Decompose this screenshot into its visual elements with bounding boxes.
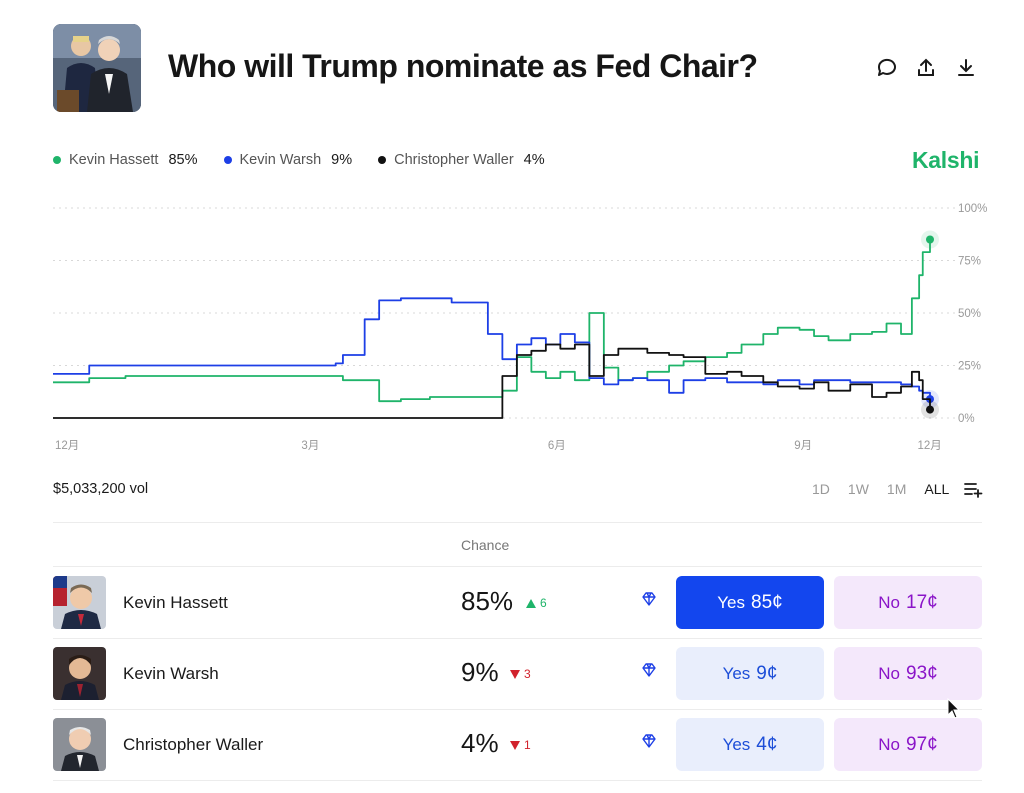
comment-icon[interactable] [875, 56, 899, 80]
chance-delta: 1 [510, 738, 531, 752]
page-title: Who will Trump nominate as Fed Chair? [168, 48, 758, 84]
download-icon[interactable] [954, 56, 978, 80]
range-1m[interactable]: 1M [886, 481, 907, 497]
buy-no-button[interactable]: No 93¢ [834, 647, 982, 700]
volume-label: $5,033,200 vol [53, 481, 149, 497]
outcome-chance: 4% [461, 728, 499, 758]
avatar [53, 718, 106, 771]
buy-no-button[interactable]: No 17¢ [834, 576, 982, 629]
chart-legend: Kevin Hassett 85% Kevin Warsh 9% Christo… [53, 152, 545, 168]
divider [53, 566, 982, 567]
series-line-0 [53, 239, 931, 403]
yes-price: 4¢ [756, 733, 778, 755]
x-tick-label: 3月 [301, 440, 319, 452]
range-1d[interactable]: 1D [812, 481, 830, 497]
yes-price: 9¢ [756, 662, 778, 684]
outcome-chance: 85% [461, 586, 514, 616]
diamond-icon[interactable] [641, 591, 657, 607]
outcome-row-warsh[interactable]: Kevin Warsh 9% 3 Yes 9¢ No 93¢ [53, 639, 982, 709]
time-range-selector: 1D 1W 1M ALL [812, 481, 949, 497]
outcome-chance: 9% [461, 657, 499, 687]
outcome-name: Christopher Waller [123, 735, 264, 754]
delta-value: 6 [540, 596, 547, 610]
triangle-down-icon [510, 669, 520, 679]
divider [53, 638, 982, 639]
divider [53, 780, 982, 781]
triangle-down-icon [510, 740, 520, 750]
y-tick-label: 50% [958, 308, 981, 320]
chance-delta: 6 [526, 596, 547, 610]
divider [53, 709, 982, 710]
legend-item-warsh: Kevin Warsh 9% [223, 152, 353, 168]
legend-value: 9% [331, 152, 353, 168]
delta-value: 3 [524, 667, 531, 681]
avatar [53, 576, 106, 629]
no-price: 17¢ [906, 591, 938, 613]
chance-column-header: Chance [461, 537, 510, 553]
delta-value: 1 [524, 738, 531, 752]
legend-name: Christopher Waller [394, 152, 514, 168]
series-line-1 [53, 297, 931, 400]
outcome-row-waller[interactable]: Christopher Waller 4% 1 Yes 4¢ No 97¢ [53, 710, 982, 780]
no-price: 97¢ [906, 733, 938, 755]
y-tick-label: 75% [958, 256, 981, 268]
legend-dot [53, 156, 61, 164]
y-tick-label: 0% [958, 413, 975, 425]
series-endpoint [926, 235, 934, 244]
range-all[interactable]: ALL [924, 481, 950, 497]
series-endpoint [926, 405, 934, 414]
x-tick-label: 12月 [918, 440, 942, 452]
avatar [53, 647, 106, 700]
legend-item-hassett: Kevin Hassett 85% [53, 152, 198, 168]
buy-yes-button[interactable]: Yes 4¢ [676, 718, 824, 771]
divider [53, 522, 982, 523]
yes-label: Yes [722, 663, 751, 683]
brand-logo: Kalshi [912, 147, 980, 173]
x-tick-label: 12月 [55, 440, 79, 452]
triangle-up-icon [526, 598, 536, 608]
chance-delta: 3 [510, 667, 531, 681]
price-chart[interactable]: 100% 75% 50% 25% 0% 12月 3月 6月 9月 12月 [0, 190, 1024, 460]
mouse-cursor-icon [947, 698, 961, 719]
legend-value: 4% [523, 152, 545, 168]
diamond-icon[interactable] [641, 733, 657, 749]
y-tick-label: 100% [958, 203, 987, 215]
no-label: No [878, 592, 901, 612]
buy-yes-button[interactable]: Yes 85¢ [676, 576, 824, 629]
legend-value: 85% [168, 152, 198, 168]
yes-label: Yes [717, 592, 746, 612]
legend-dot [378, 156, 387, 164]
yes-price: 85¢ [751, 591, 783, 613]
legend-name: Kevin Hassett [69, 152, 159, 168]
add-to-list-icon[interactable] [963, 480, 983, 498]
market-image [53, 24, 141, 112]
no-label: No [878, 734, 901, 754]
y-tick-label: 25% [958, 361, 981, 373]
legend-name: Kevin Warsh [239, 152, 322, 168]
buy-no-button[interactable]: No 97¢ [834, 718, 982, 771]
outcome-name: Kevin Hassett [123, 593, 228, 612]
yes-label: Yes [722, 734, 751, 754]
outcome-row-hassett[interactable]: Kevin Hassett 85% 6 Yes 85¢ No 17¢ [53, 568, 982, 638]
share-icon[interactable] [914, 56, 938, 80]
legend-item-waller: Christopher Waller 4% [378, 152, 545, 168]
x-tick-label: 9月 [794, 440, 812, 452]
range-1w[interactable]: 1W [847, 481, 869, 497]
buy-yes-button[interactable]: Yes 9¢ [676, 647, 824, 700]
no-label: No [878, 663, 901, 683]
diamond-icon[interactable] [641, 662, 657, 678]
outcome-name: Kevin Warsh [123, 664, 219, 683]
x-tick-label: 6月 [548, 440, 566, 452]
legend-dot [223, 156, 232, 164]
no-price: 93¢ [906, 662, 938, 684]
series-line-2 [53, 343, 931, 419]
